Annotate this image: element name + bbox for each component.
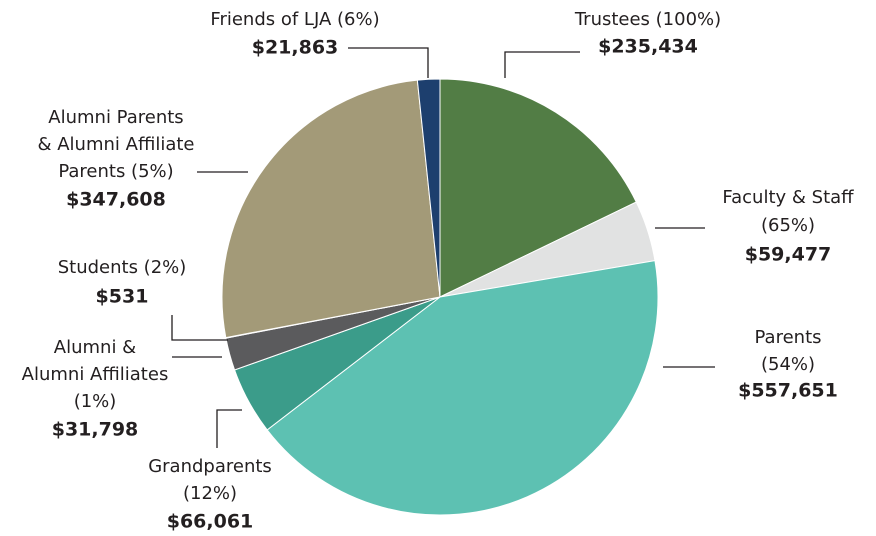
slice-label: Friends of LJA (6%) [210,9,379,30]
pie-slice [266,260,659,516]
slice-label: Faculty & Staff [722,187,854,208]
pie-slice [416,78,441,298]
value-label: $531 [96,286,149,308]
slice-label: Trustees (100%) [574,9,721,30]
slice-label: (65%) [761,215,815,236]
leader-line [171,315,228,341]
slice-label: Alumni Parents [48,107,183,128]
pie-slice [221,79,441,339]
value-label: $557,651 [738,380,838,402]
value-label: $235,434 [598,36,698,58]
value-label: $66,061 [167,511,254,533]
value-label: $21,863 [252,37,339,59]
slice-label: Parents (5%) [58,161,173,182]
leader-line [348,47,429,78]
slice-label: Alumni & [54,337,136,358]
pie-slice [439,78,637,298]
slice-label: Parents [755,327,822,348]
value-label: $347,608 [66,189,166,211]
value-label: $31,798 [52,419,139,441]
leader-line [504,51,580,78]
slice-label: Alumni Affiliates [22,364,169,385]
slice-label: (12%) [183,483,237,504]
slice-label: (54%) [761,354,815,375]
value-label: $59,477 [745,244,832,266]
slice-label: & Alumni Affiliate [37,134,194,155]
slice-label: Grandparents [148,456,272,477]
leader-line [216,409,242,448]
slice-label: (1%) [74,391,117,412]
slice-label: Students (2%) [58,257,187,278]
